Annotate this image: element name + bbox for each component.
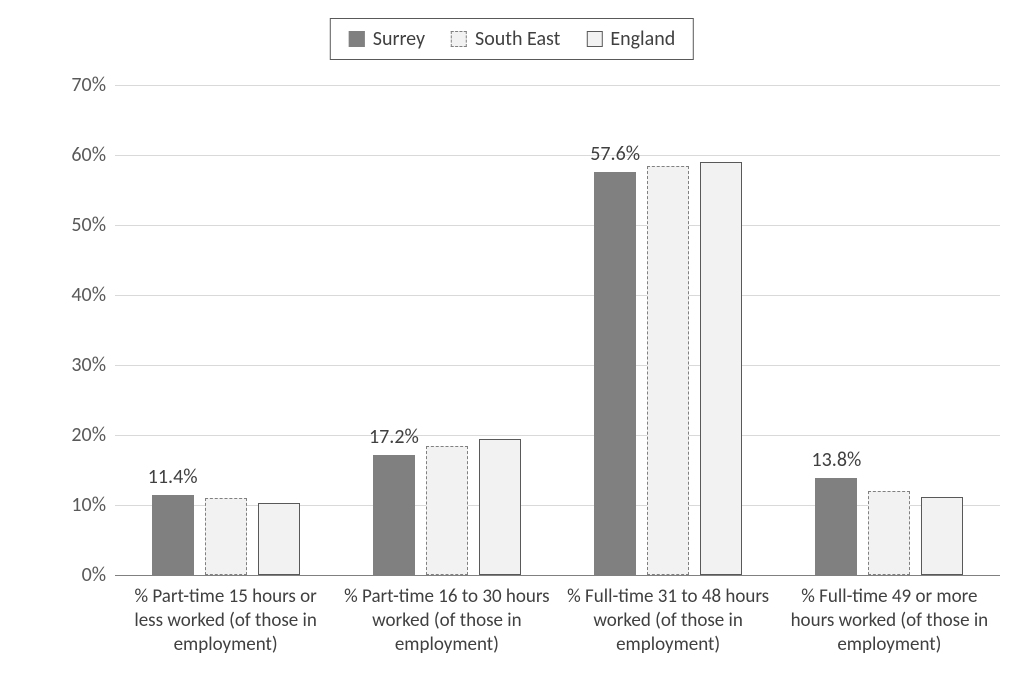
gridline bbox=[115, 225, 1000, 226]
legend-item-surrey: Surrey bbox=[349, 27, 425, 51]
y-tick-label: 70% bbox=[16, 73, 106, 97]
legend-item-england: England bbox=[586, 27, 675, 51]
x-axis-line bbox=[115, 575, 1000, 576]
bar-surrey bbox=[152, 495, 194, 575]
legend: Surrey South East England bbox=[330, 18, 694, 60]
bar-england bbox=[479, 439, 521, 576]
x-label: % Full-time 31 to 48 hours worked (of th… bbox=[558, 585, 779, 656]
bar-england bbox=[700, 162, 742, 575]
legend-item-south-east: South East bbox=[451, 27, 560, 51]
gridline bbox=[115, 505, 1000, 506]
bar-south-east bbox=[426, 446, 468, 576]
bar-fill bbox=[373, 455, 415, 575]
y-tick-label: 50% bbox=[16, 213, 106, 237]
x-label: % Part-time 15 hours or less worked (of … bbox=[115, 585, 336, 656]
y-tick-label: 30% bbox=[16, 353, 106, 377]
bar-fill bbox=[152, 495, 194, 575]
bar-fill bbox=[647, 166, 689, 576]
bar-fill bbox=[205, 498, 247, 575]
x-label: % Part-time 16 to 30 hours worked (of th… bbox=[336, 585, 557, 656]
bar-surrey bbox=[815, 478, 857, 575]
bar-surrey bbox=[594, 172, 636, 575]
y-tick-label: 20% bbox=[16, 423, 106, 447]
chart-container: Surrey South East England 11.4% 17.2% 57.6… bbox=[0, 0, 1024, 687]
bar-south-east bbox=[647, 166, 689, 576]
legend-swatch-surrey bbox=[349, 31, 365, 47]
x-label: % Full-time 49 or more hours worked (of … bbox=[779, 585, 1000, 656]
legend-label: South East bbox=[475, 27, 560, 51]
data-label: 57.6% bbox=[590, 142, 640, 166]
bar-fill bbox=[479, 439, 521, 576]
bar-fill bbox=[868, 491, 910, 575]
y-tick-label: 60% bbox=[16, 143, 106, 167]
data-label: 11.4% bbox=[148, 465, 198, 489]
bar-fill bbox=[921, 497, 963, 575]
data-label: 13.8% bbox=[811, 448, 861, 472]
y-tick-label: 40% bbox=[16, 283, 106, 307]
y-tick-label: 10% bbox=[16, 493, 106, 517]
y-tick-label: 0% bbox=[16, 563, 106, 587]
gridline bbox=[115, 85, 1000, 86]
gridline bbox=[115, 365, 1000, 366]
bar-fill bbox=[815, 478, 857, 575]
legend-label: Surrey bbox=[373, 27, 425, 51]
data-label: 17.2% bbox=[369, 425, 419, 449]
gridline bbox=[115, 435, 1000, 436]
bar-fill bbox=[258, 503, 300, 575]
bar-england bbox=[921, 497, 963, 575]
legend-swatch-england bbox=[586, 31, 602, 47]
legend-label: England bbox=[610, 27, 675, 51]
x-axis-labels: % Part-time 15 hours or less worked (of … bbox=[115, 585, 1000, 656]
gridline bbox=[115, 155, 1000, 156]
gridline bbox=[115, 295, 1000, 296]
bar-fill bbox=[594, 172, 636, 575]
plot-area: 11.4% 17.2% 57.6% 13.8% bbox=[115, 85, 1000, 575]
legend-swatch-south-east bbox=[451, 31, 467, 47]
bar-surrey bbox=[373, 455, 415, 575]
bar-england bbox=[258, 503, 300, 575]
bar-south-east bbox=[205, 498, 247, 575]
bar-fill bbox=[426, 446, 468, 576]
bar-fill bbox=[700, 162, 742, 575]
bar-south-east bbox=[868, 491, 910, 575]
